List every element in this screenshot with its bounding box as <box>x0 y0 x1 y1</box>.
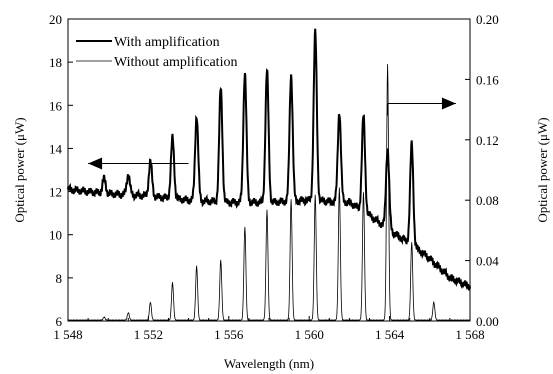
x-tick-label: 1 564 <box>375 327 405 342</box>
x-tick-label: 1 560 <box>295 327 324 342</box>
left-y-tick-label: 14 <box>49 141 63 156</box>
arrow-head <box>88 157 103 170</box>
right-y-axis-title: Optical power (μW) <box>535 117 550 222</box>
x-axis-ticks: 1 548 1 552 1 556 1 560 1 564 1 568 <box>53 316 485 342</box>
x-tick-label: 1 568 <box>455 327 484 342</box>
arrow-to-left-axis <box>88 157 189 170</box>
x-tick-label: 1 556 <box>214 327 244 342</box>
right-y-tick-label: 0.08 <box>476 193 499 208</box>
right-y-tick-label: 0.20 <box>476 12 499 27</box>
legend-label-without-amplification: Without amplification <box>114 55 237 70</box>
right-y-axis-ticks: 0.00 0.04 0.08 0.12 0.16 0.20 <box>465 12 499 329</box>
right-y-tick-label: 0.04 <box>476 254 499 269</box>
left-y-tick-label: 10 <box>49 228 62 243</box>
x-axis-title: Wavelength (nm) <box>224 356 314 371</box>
legend-label-with-amplification: With amplification <box>114 35 220 50</box>
left-y-tick-label: 12 <box>49 185 62 200</box>
left-y-axis-title: Optical power (μW) <box>12 117 27 222</box>
arrow-head <box>441 97 456 110</box>
left-y-tick-label: 8 <box>56 271 63 286</box>
legend: With amplification Without amplification <box>76 35 237 70</box>
right-y-tick-label: 0.16 <box>476 72 499 87</box>
left-y-tick-label: 16 <box>49 98 63 113</box>
arrow-to-right-axis <box>387 97 456 116</box>
x-tick-label: 1 548 <box>53 327 82 342</box>
left-y-axis-ticks: 6 8 10 12 14 16 18 20 <box>49 12 73 329</box>
series-with-amplification <box>67 28 471 291</box>
right-y-tick-label: 0.00 <box>476 314 499 329</box>
right-y-tick-label: 0.12 <box>476 133 499 148</box>
series-without-amplification <box>67 64 471 322</box>
left-y-tick-label: 6 <box>56 314 63 329</box>
x-tick-label: 1 552 <box>134 327 163 342</box>
left-y-tick-label: 18 <box>49 55 62 70</box>
left-y-tick-label: 20 <box>49 12 62 27</box>
